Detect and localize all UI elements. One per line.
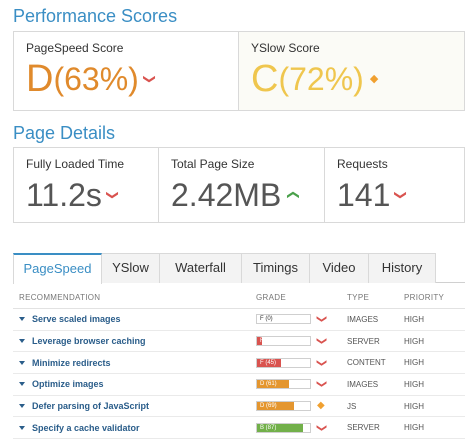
performance-scores-panel: PageSpeed Score D (63%) ❯ YSlow Score C … (13, 31, 465, 111)
table-row[interactable]: Specify a cache validator B (87) ❯ SERVER HI… (13, 417, 465, 440)
pagespeed-percent: (63%) (53, 61, 139, 97)
recommendation-label[interactable]: Specify a cache validator (32, 422, 140, 433)
type-cell: SERVER (347, 336, 380, 346)
header-priority: PRIORITY (404, 293, 445, 302)
pagespeed-score-label: PageSpeed Score (26, 41, 124, 55)
grade-label: B (87) (260, 424, 277, 431)
expand-caret-icon[interactable] (19, 339, 25, 344)
recommendation-label[interactable]: Minimize redirects (32, 357, 111, 368)
recommendation-label[interactable]: Defer parsing of JavaScript (32, 401, 150, 412)
table-row[interactable]: Minimize redirects F (45) ❯ CONTENT HIGH (13, 352, 465, 375)
tab-timings[interactable]: Timings (241, 253, 310, 283)
page-details-panel: Fully Loaded Time 11.2s ❯ Total Page Siz… (13, 147, 465, 223)
grade-bar: F (45) (256, 357, 311, 368)
grade-bar-fill (257, 358, 281, 367)
requests-value: 141 (337, 177, 391, 213)
table-row[interactable]: Leverage browser caching F (9) ❯ SERVER HIGH (13, 331, 465, 353)
expand-caret-icon[interactable] (19, 425, 25, 430)
tab-video[interactable]: Video (309, 253, 369, 283)
yslow-grade: C (251, 58, 279, 100)
grade-label: F (9) (260, 338, 273, 345)
total-page-size-value: 2.42MB (171, 177, 282, 213)
performance-scores-title: Performance Scores (13, 6, 178, 26)
grade-bar: D (69) (256, 401, 311, 412)
type-cell: IMAGES (347, 314, 379, 324)
grade-label: D (61) (260, 381, 277, 388)
priority-cell: HIGH (404, 314, 424, 324)
requests-label: Requests (337, 157, 388, 171)
priority-cell: HIGH (404, 358, 424, 368)
expand-caret-icon[interactable] (19, 317, 25, 322)
priority-cell: HIGH (404, 401, 424, 411)
table-row[interactable]: Optimize images D (61) ❯ IMAGES HIGH (13, 374, 465, 396)
header-recommendation: RECOMMENDATION (19, 293, 101, 302)
diamond-icon: ◆ (369, 73, 379, 85)
grade-bar: F (0) (256, 314, 311, 325)
recommendation-label[interactable]: Optimize images (32, 379, 104, 390)
grade-bar: F (9) (256, 336, 311, 347)
chevron-down-icon: ❯ (316, 380, 328, 389)
table-row[interactable]: Serve scaled images F (0) ❯ IMAGES HIGH (13, 309, 465, 331)
recommendation-label[interactable]: Serve scaled images (32, 314, 121, 325)
type-cell: SERVER (347, 423, 380, 433)
table-row[interactable]: Defer parsing of JavaScript D (69) ◆ JS HIGH (13, 396, 465, 418)
requests-card: Requests 141 ❯ (325, 148, 464, 222)
chevron-down-icon: ❯ (316, 358, 328, 367)
grade-bar-fill (257, 337, 262, 346)
total-page-size-card: Total Page Size 2.42MB ❯ (159, 148, 325, 222)
yslow-score-card: YSlow Score C (72%) ◆ (239, 32, 464, 110)
chevron-down-icon: ❯ (142, 73, 157, 85)
table-header: RECOMMENDATION GRADE TYPE PRIORITY (13, 293, 465, 309)
grade-bar: D (61) (256, 379, 311, 390)
chevron-down-icon: ❯ (316, 315, 328, 324)
report-tabs: PageSpeed YSlow Waterfall Timings Video … (13, 253, 465, 284)
priority-cell: HIGH (404, 336, 424, 346)
yslow-percent: (72%) (278, 61, 364, 97)
tab-history[interactable]: History (368, 253, 436, 283)
recommendation-label[interactable]: Leverage browser caching (32, 336, 146, 347)
chevron-down-icon: ❯ (316, 423, 328, 432)
grade-label: D (69) (260, 403, 277, 410)
diamond-icon: ◆ (317, 400, 325, 412)
header-grade: GRADE (256, 293, 286, 302)
grade-bar-fill (257, 380, 290, 389)
type-cell: JS (347, 401, 357, 411)
pagespeed-grade: D (26, 58, 54, 100)
chevron-down-icon: ❯ (316, 336, 328, 346)
priority-cell: HIGH (404, 423, 424, 433)
grade-label: F (45) (260, 359, 277, 366)
type-cell: IMAGES (347, 379, 379, 389)
tab-pagespeed[interactable]: PageSpeed (13, 253, 102, 284)
tab-waterfall[interactable]: Waterfall (159, 253, 242, 283)
fully-loaded-time-value: 11.2s (26, 177, 102, 213)
pagespeed-score-card: PageSpeed Score D (63%) ❯ (14, 32, 239, 110)
grade-label: F (0) (260, 316, 273, 323)
expand-caret-icon[interactable] (19, 382, 25, 387)
grade-bar-fill (257, 402, 294, 411)
chevron-down-icon: ❯ (394, 189, 409, 201)
page-details-title: Page Details (13, 123, 116, 143)
grade-bar: B (87) (256, 422, 311, 433)
recommendations-table: RECOMMENDATION GRADE TYPE PRIORITY Serve… (13, 293, 465, 440)
yslow-score-label: YSlow Score (251, 41, 320, 55)
header-type: TYPE (347, 293, 370, 302)
priority-cell: HIGH (404, 379, 424, 389)
chevron-down-icon: ❯ (105, 189, 120, 201)
type-cell: CONTENT (347, 358, 386, 368)
tab-yslow[interactable]: YSlow (101, 253, 160, 283)
expand-caret-icon[interactable] (19, 360, 25, 365)
total-page-size-label: Total Page Size (171, 157, 255, 171)
fully-loaded-time-label: Fully Loaded Time (26, 157, 125, 171)
expand-caret-icon[interactable] (19, 404, 25, 409)
chevron-up-icon: ❯ (285, 189, 300, 201)
fully-loaded-time-card: Fully Loaded Time 11.2s ❯ (14, 148, 159, 222)
grade-bar-fill (257, 423, 304, 432)
